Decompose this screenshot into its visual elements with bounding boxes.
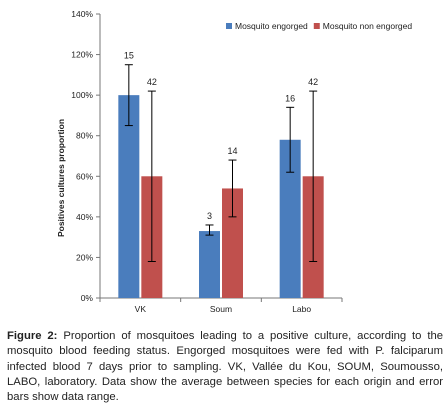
legend-swatch [313, 23, 320, 29]
legend-swatch [226, 23, 232, 29]
y-tick-label: 0% [81, 293, 94, 303]
bar [222, 188, 243, 298]
legend-label: Mosquito non engorged [323, 21, 413, 31]
legend: Mosquito engorged Mosquito non engorged [226, 21, 412, 31]
x-tick-label: VK [135, 304, 147, 314]
data-label: 15 [124, 51, 134, 61]
bar [199, 231, 220, 298]
y-tick-label: 140% [71, 9, 93, 19]
legend-label: Mosquito engorged [235, 21, 308, 31]
caption-label: Figure 2: [7, 330, 58, 342]
y-tick-label: 80% [76, 131, 93, 141]
x-tick-label: Labo [292, 304, 311, 314]
bar [279, 139, 301, 298]
y-tick-label: 20% [76, 252, 93, 262]
y-axis-label: Positives cultures proportion [56, 119, 66, 237]
data-label: 16 [285, 93, 295, 103]
y-tick-label: 120% [71, 50, 93, 60]
y-tick-label: 60% [76, 171, 93, 181]
data-label: 14 [227, 146, 237, 156]
bars: 15 3 16 42 14 42 [118, 51, 324, 299]
caption-text: Proportion of mosquitoes leading to a po… [7, 330, 444, 404]
data-label: 42 [147, 77, 157, 87]
axes: 0% 20% 40% 60% 80% 100% 120% 140% VK Soum Labo [71, 9, 343, 314]
figure-caption: Figure 2: Proportion of mosquitoes leadi… [7, 329, 443, 405]
data-label: 3 [207, 211, 212, 221]
x-tick-label: Soum [210, 304, 232, 314]
data-label: 42 [308, 77, 318, 87]
bar [118, 95, 140, 299]
y-tick-label: 40% [76, 212, 93, 222]
y-tick-label: 100% [71, 90, 93, 100]
bar-chart: Positives cultures proportion 0% 20% 40% 60… [56, 9, 412, 314]
